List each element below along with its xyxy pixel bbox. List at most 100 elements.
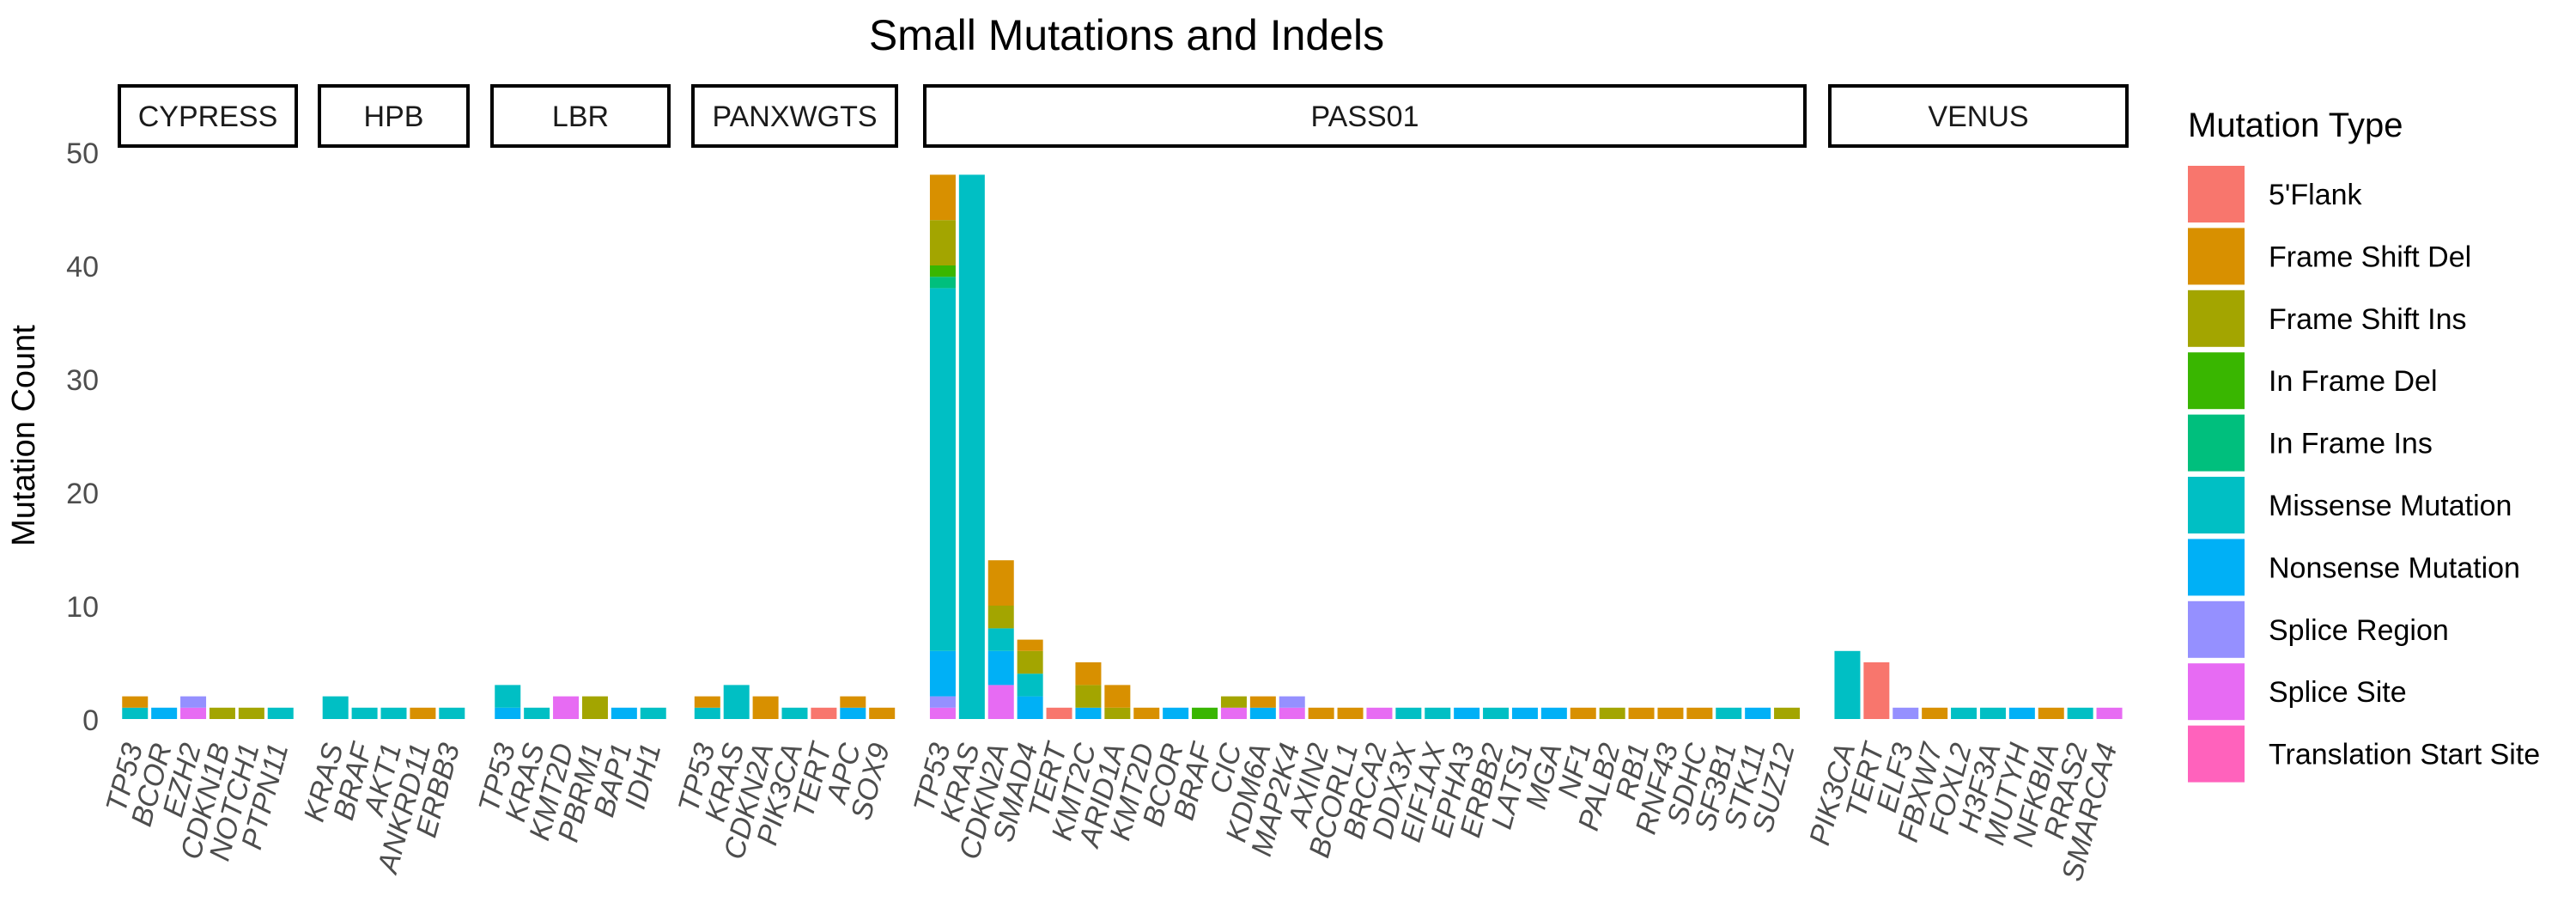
bar-pass01-axin2 — [1308, 707, 1334, 719]
bar-panxwgts-apc — [840, 696, 866, 719]
bar-segment-missense-mutation — [267, 707, 294, 719]
bar-segment-missense-mutation — [1395, 707, 1422, 719]
bar-segment-splice-region — [929, 696, 956, 708]
legend-title: Mutation Type — [2188, 107, 2403, 144]
legend-swatch — [2188, 228, 2245, 285]
bar-segment-splice-region — [180, 696, 207, 708]
bar-segment-nonsense-mutation — [2008, 707, 2035, 719]
bar-pass01-mga — [1540, 707, 1567, 719]
facet-strip — [1828, 84, 2129, 148]
facet-strip-label: LBR — [552, 101, 609, 133]
bar-segment-missense-mutation — [640, 707, 666, 719]
y-tick-label: 40 — [66, 251, 99, 283]
legend-swatch — [2188, 539, 2245, 596]
legend-label: Translation Start Site — [2269, 739, 2540, 771]
legend-item-splice-region: Splice Region — [2188, 600, 2449, 658]
bar-segment-missense-mutation — [781, 707, 808, 719]
y-axis: 0 10 20 30 40 50 — [66, 137, 99, 737]
bar-panxwgts-cdkn2a — [752, 696, 779, 719]
bar-pass01-rb1 — [1628, 707, 1655, 719]
bar-cypress-cdkn1b — [209, 707, 235, 719]
facet-strip-label: HPB — [364, 101, 424, 133]
bar-venus-tert — [1863, 662, 1890, 719]
bar-segment-nonsense-mutation — [1511, 707, 1538, 719]
bar-segment-frame-shift-del — [1075, 662, 1102, 686]
bar-venus-pik3ca — [1834, 650, 1861, 719]
bar-segment-nonsense-mutation — [1163, 707, 1189, 719]
bar-venus-fbxw7 — [1922, 707, 1948, 719]
bar-lbr-idh1 — [640, 707, 666, 719]
legend-item-frame-shift-ins: Frame Shift Ins — [2188, 289, 2467, 347]
bar-segment-frame-shift-ins — [1017, 650, 1043, 674]
bar-venus-foxl2 — [1951, 707, 1978, 719]
legend-swatch — [2188, 352, 2245, 410]
legend-item-translation-start-site: Translation Start Site — [2188, 725, 2540, 783]
facet-strip — [691, 84, 898, 148]
legend-item-nonsense-mutation: Nonsense Mutation — [2188, 539, 2520, 596]
bar-pass01-braf — [1192, 707, 1218, 719]
legend-swatch — [2188, 166, 2245, 222]
bar-segment-splice-region — [1893, 707, 1919, 719]
bar-segment-frame-shift-ins — [209, 707, 235, 719]
bar-segment-missense-mutation — [723, 685, 750, 719]
bar-panxwgts-tp53 — [694, 696, 720, 719]
bar-venus-h3f3a — [1979, 707, 2006, 719]
bar-segment-frame-shift-del — [1570, 707, 1596, 719]
bar-segment-frame-shift-ins — [1075, 685, 1102, 708]
bar-venus-elf3 — [1893, 707, 1919, 719]
bar-pass01-sdhc — [1686, 707, 1713, 719]
bar-segment-5-flank — [811, 707, 837, 719]
bar-segment-splice-site — [987, 685, 1014, 719]
legend-swatch — [2188, 725, 2245, 783]
facet-strip-label: PASS01 — [1310, 101, 1419, 133]
legend-item-missense-mutation: Missense Mutation — [2188, 477, 2512, 533]
facet-strip-label: CYPRESS — [138, 101, 278, 133]
bar-segment-frame-shift-del — [1133, 707, 1160, 719]
legend-swatch — [2188, 477, 2245, 533]
legend-label: In Frame Ins — [2269, 428, 2433, 460]
bar-venus-mutyh — [2008, 707, 2035, 719]
bar-pass01-kmt2d — [1133, 707, 1160, 719]
bar-cypress-bcor — [151, 707, 178, 719]
bar-segment-frame-shift-ins — [581, 696, 608, 719]
y-tick-label: 20 — [66, 478, 99, 510]
legend-item-splice-site: Splice Site — [2188, 663, 2407, 721]
legend-label: Splice Site — [2269, 676, 2407, 709]
bar-segment-in-frame-del — [929, 265, 956, 277]
facet-panels: CYPRESSTP53BCOREZH2CDKN1BNOTCH1PTPN11HPB… — [100, 84, 2129, 885]
bar-pass01-sf3b1 — [1716, 707, 1742, 719]
bar-segment-frame-shift-del — [410, 707, 436, 719]
legend-item-frame-shift-del: Frame Shift Del — [2188, 228, 2471, 285]
bar-venus-nfkbia — [2038, 707, 2064, 719]
legend-swatch — [2188, 414, 2245, 472]
bar-hpb-akt1 — [380, 707, 407, 719]
bar-segment-frame-shift-del — [840, 696, 866, 708]
bar-segment-missense-mutation — [351, 707, 378, 719]
legend: Mutation Type 5'Flank Frame Shift Del Fram… — [2188, 107, 2540, 783]
bar-segment-frame-shift-ins — [1104, 707, 1131, 719]
bar-pass01-kras — [958, 174, 985, 719]
bar-pass01-suz12 — [1774, 707, 1801, 719]
bar-pass01-ddx3x — [1395, 707, 1422, 719]
bar-segment-splice-region — [1279, 696, 1305, 708]
bar-segment-frame-shift-ins — [238, 707, 264, 719]
bar-segment-frame-shift-ins — [929, 220, 956, 265]
bar-pass01-cic — [1220, 696, 1247, 719]
bar-segment-missense-mutation — [380, 707, 407, 719]
bar-segment-missense-mutation — [1979, 707, 2006, 719]
legend-item-5-flank: 5'Flank — [2188, 166, 2363, 222]
bar-segment-missense-mutation — [1834, 650, 1861, 719]
bar-segment-frame-shift-ins — [1599, 707, 1625, 719]
bar-pass01-stk11 — [1745, 707, 1771, 719]
bar-pass01-cdkn2a — [987, 560, 1014, 719]
y-axis-title: Mutation Count — [6, 325, 42, 546]
bar-pass01-rnf43 — [1657, 707, 1684, 719]
bar-cypress-ezh2 — [180, 696, 207, 719]
bar-pass01-bcorl1 — [1337, 707, 1364, 719]
facet-strip — [490, 84, 671, 148]
bar-segment-nonsense-mutation — [1454, 707, 1480, 719]
bar-segment-frame-shift-ins — [1774, 707, 1801, 719]
bar-pass01-smad4 — [1017, 639, 1043, 719]
